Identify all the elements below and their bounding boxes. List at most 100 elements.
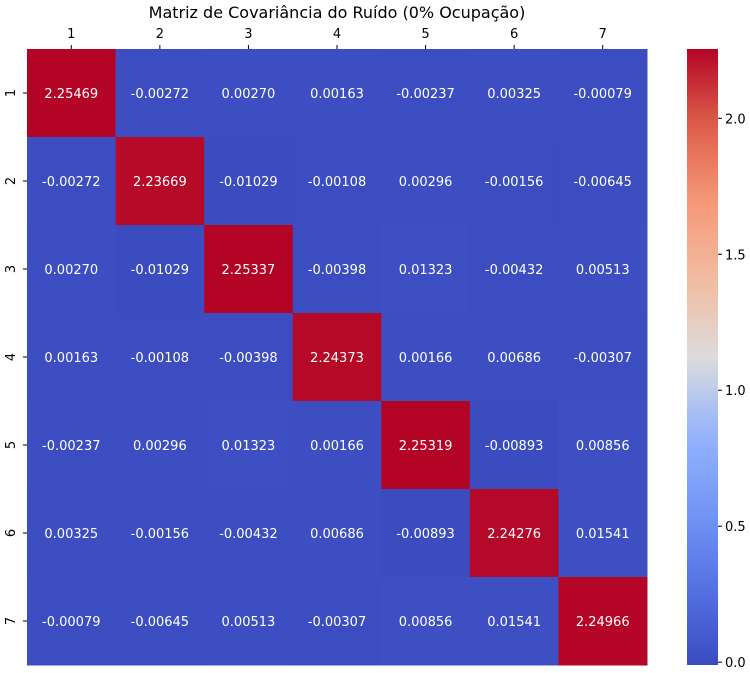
cell-value-label: -0.00432 (485, 263, 543, 278)
heatmap-cell (292, 401, 382, 490)
cell-value-label: -0.00398 (308, 263, 366, 278)
heatmap-cell (469, 49, 559, 138)
heatmap-cell (558, 137, 648, 226)
heatmap-cell (115, 137, 205, 226)
cell-value-label: -0.00307 (573, 351, 631, 366)
cell-value-label: 0.00325 (487, 87, 541, 102)
cell-value-label: 0.00166 (310, 439, 364, 454)
cell-value-label: 2.23669 (133, 175, 187, 190)
heatmap-cell (469, 313, 559, 402)
cell-value-label: -0.00079 (573, 87, 631, 102)
cell-value-label: -0.00645 (131, 615, 189, 630)
cell-value-label: -0.00398 (219, 351, 277, 366)
heatmap-cell (381, 137, 471, 226)
heatmap-cell (292, 49, 382, 138)
colorbar-tick-label: 0.5 (725, 520, 746, 535)
heatmap-cell (469, 137, 559, 226)
x-tick-label: 7 (599, 27, 607, 42)
cell-value-label: 0.01323 (399, 263, 453, 278)
cell-value-label: -0.00156 (131, 527, 189, 542)
heatmap-cell (115, 313, 205, 402)
heatmap-cell (381, 489, 471, 578)
heatmap-cell (558, 313, 648, 402)
heatmap-cell (27, 225, 117, 314)
y-tick-label: 4 (4, 353, 19, 361)
colorbar-tick-label: 1.0 (725, 384, 746, 399)
heatmap-cell (381, 313, 471, 402)
cell-value-label: 2.24276 (487, 527, 541, 542)
cell-value-label: -0.01029 (131, 263, 189, 278)
heatmap-cell (27, 137, 117, 226)
cell-value-label: 0.00166 (399, 351, 453, 366)
y-tick-label: 6 (4, 529, 19, 537)
x-tick-label: 6 (510, 27, 518, 42)
cell-value-label: 2.25337 (222, 263, 276, 278)
heatmap-cell (204, 401, 294, 490)
cell-value-label: 0.00270 (222, 87, 276, 102)
colorbar-tick-label: 2.0 (725, 112, 746, 127)
cell-value-label: -0.00272 (131, 87, 189, 102)
cell-value-label: -0.00237 (42, 439, 100, 454)
heatmap-cell (292, 489, 382, 578)
heatmap-cell (469, 577, 559, 666)
colorbar: 0.0 0.5 1.0 1.5 2.0 (687, 49, 746, 671)
cell-value-label: -0.00307 (308, 615, 366, 630)
cell-value-label: -0.00108 (131, 351, 189, 366)
heatmap-cell (115, 489, 205, 578)
heatmap-cell (292, 313, 382, 402)
cell-value-label: 0.01541 (576, 527, 630, 542)
colorbar-tick-label: 1.5 (725, 248, 746, 263)
heatmap-cell (558, 577, 648, 666)
cell-value-label: -0.00108 (308, 175, 366, 190)
heatmap-grid: 2.25469 -0.00272 0.00270 0.00163 -0.00237 0.0… (27, 49, 648, 666)
x-tick-label: 1 (67, 27, 75, 42)
heatmap-cell (381, 49, 471, 138)
cell-value-label: 2.24966 (576, 615, 630, 630)
cell-value-label: 2.25469 (44, 87, 98, 102)
heatmap-cell (204, 49, 294, 138)
heatmap-cell (381, 225, 471, 314)
cell-value-label: 0.00686 (487, 351, 541, 366)
heatmap-cell (204, 577, 294, 666)
cell-value-label: -0.00156 (485, 175, 543, 190)
heatmap-cell (292, 225, 382, 314)
heatmap-cell (115, 401, 205, 490)
x-tick-label: 3 (244, 27, 252, 42)
cell-value-label: 0.00686 (310, 527, 364, 542)
heatmap-cell (27, 49, 117, 138)
cell-value-label: -0.00432 (219, 527, 277, 542)
x-axis: 1 2 3 4 5 6 7 (67, 27, 607, 49)
y-tick-label: 2 (4, 177, 19, 185)
cell-value-label: 0.00296 (133, 439, 187, 454)
heatmap-cell (115, 225, 205, 314)
heatmap-cell (204, 225, 294, 314)
cell-value-label: -0.00079 (42, 615, 100, 630)
heatmap-cell (381, 577, 471, 666)
cell-value-label: 0.00856 (399, 615, 453, 630)
x-tick-label: 2 (156, 27, 164, 42)
heatmap-cell (292, 577, 382, 666)
cell-value-label: -0.00645 (573, 175, 631, 190)
y-tick-label: 3 (4, 265, 19, 273)
cell-value-label: 0.01323 (222, 439, 276, 454)
cell-value-label: 0.00163 (44, 351, 98, 366)
colorbar-tick-label: 0.0 (725, 656, 746, 671)
y-tick-label: 5 (4, 441, 19, 449)
heatmap-cell (558, 225, 648, 314)
y-tick-label: 7 (4, 617, 19, 625)
cell-value-label: 0.00513 (222, 615, 276, 630)
chart-title: Matriz de Covariância do Ruído (0% Ocupa… (149, 3, 526, 22)
cell-value-label: -0.01029 (219, 175, 277, 190)
y-axis: 1 2 3 4 5 6 7 (4, 89, 27, 625)
heatmap-cell (27, 313, 117, 402)
cell-value-label: -0.00237 (396, 87, 454, 102)
heatmap-cell (204, 313, 294, 402)
x-tick-label: 5 (421, 27, 429, 42)
heatmap-cell (115, 577, 205, 666)
cell-value-label: 2.25319 (399, 439, 453, 454)
heatmap-cell (558, 401, 648, 490)
cell-value-label: -0.00893 (396, 527, 454, 542)
heatmap-cell (469, 225, 559, 314)
heatmap-cell (204, 137, 294, 226)
